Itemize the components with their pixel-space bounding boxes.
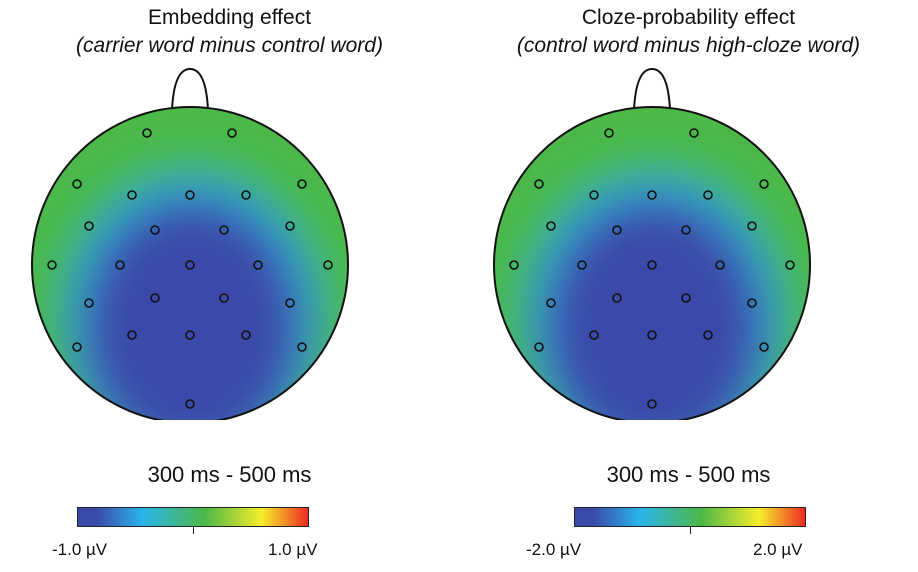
electrode-marker [150,293,160,303]
electrode-marker [72,179,82,189]
electrode-marker [546,221,556,231]
electrode-marker [185,190,195,200]
electrode-marker [241,190,251,200]
electrode-marker [647,399,657,409]
electrode-marker [715,260,725,270]
nose-outline [171,67,209,111]
panel-subtitle: (carrier word minus control word) [76,34,383,57]
electrode-marker [285,298,295,308]
color-scale-bar [574,507,806,534]
potential-field [32,107,348,420]
electrode-marker [759,342,769,352]
electrode-marker [297,179,307,189]
scalp-topomap [31,67,349,420]
time-window-label: 300 ms - 500 ms [147,462,312,487]
panel-subtitle: (control word minus high-cloze word) [516,34,861,57]
electrode-marker [647,190,657,200]
electrode-marker [241,330,251,340]
electrode-marker [227,128,237,138]
electrode-marker [534,342,544,352]
electrode-marker [127,330,137,340]
panel-title: Embedding effect [147,6,312,29]
electrode-marker [647,260,657,270]
electrode-marker [689,128,699,138]
electrode-marker [127,190,137,200]
electrode-marker [185,330,195,340]
electrode-marker [534,179,544,189]
scalp-topomap [493,67,811,420]
electrode-marker [747,221,757,231]
electrode-marker [84,221,94,231]
electrode-marker [577,260,587,270]
head-outline [31,106,349,420]
electrode-marker [185,260,195,270]
electrode-marker [509,260,519,270]
electrode-marker [219,293,229,303]
electrode-marker [323,260,333,270]
electrode-marker [297,342,307,352]
electrode-marker [285,221,295,231]
topomap-panel-cloze: Cloze-probability effect (control word m… [459,0,918,572]
nose-outline [633,67,671,111]
electrode-marker [84,298,94,308]
scale-min-label: -2.0 µV [526,540,582,559]
scale-max-label: 2.0 µV [753,540,803,559]
head-outline [493,106,811,420]
potential-field [494,107,810,420]
electrode-marker [546,298,556,308]
electrode-marker [681,225,691,235]
electrode-marker [681,293,691,303]
color-scale-bar [77,507,309,534]
electrode-marker [703,330,713,340]
electrode-marker [589,330,599,340]
topomap-panel-embedding: Embedding effect (carrier word minus con… [31,6,383,559]
electrode-marker [72,342,82,352]
electrode-marker [612,293,622,303]
electrode-marker [253,260,263,270]
electrode-marker [604,128,614,138]
electrode-marker [747,298,757,308]
electrode-marker [150,225,160,235]
electrode-marker [47,260,57,270]
electrode-marker [759,179,769,189]
electrode-marker [612,225,622,235]
electrode-marker [647,330,657,340]
electrode-marker [115,260,125,270]
electrode-marker [185,399,195,409]
scale-min-label: -1.0 µV [52,540,108,559]
electrode-marker [219,225,229,235]
electrode-marker [785,260,795,270]
electrode-marker [589,190,599,200]
electrode-marker [703,190,713,200]
panel-title: Cloze-probability effect [581,6,796,29]
scale-max-label: 1.0 µV [268,540,318,559]
electrode-marker [142,128,152,138]
time-window-label: 300 ms - 500 ms [606,462,771,487]
